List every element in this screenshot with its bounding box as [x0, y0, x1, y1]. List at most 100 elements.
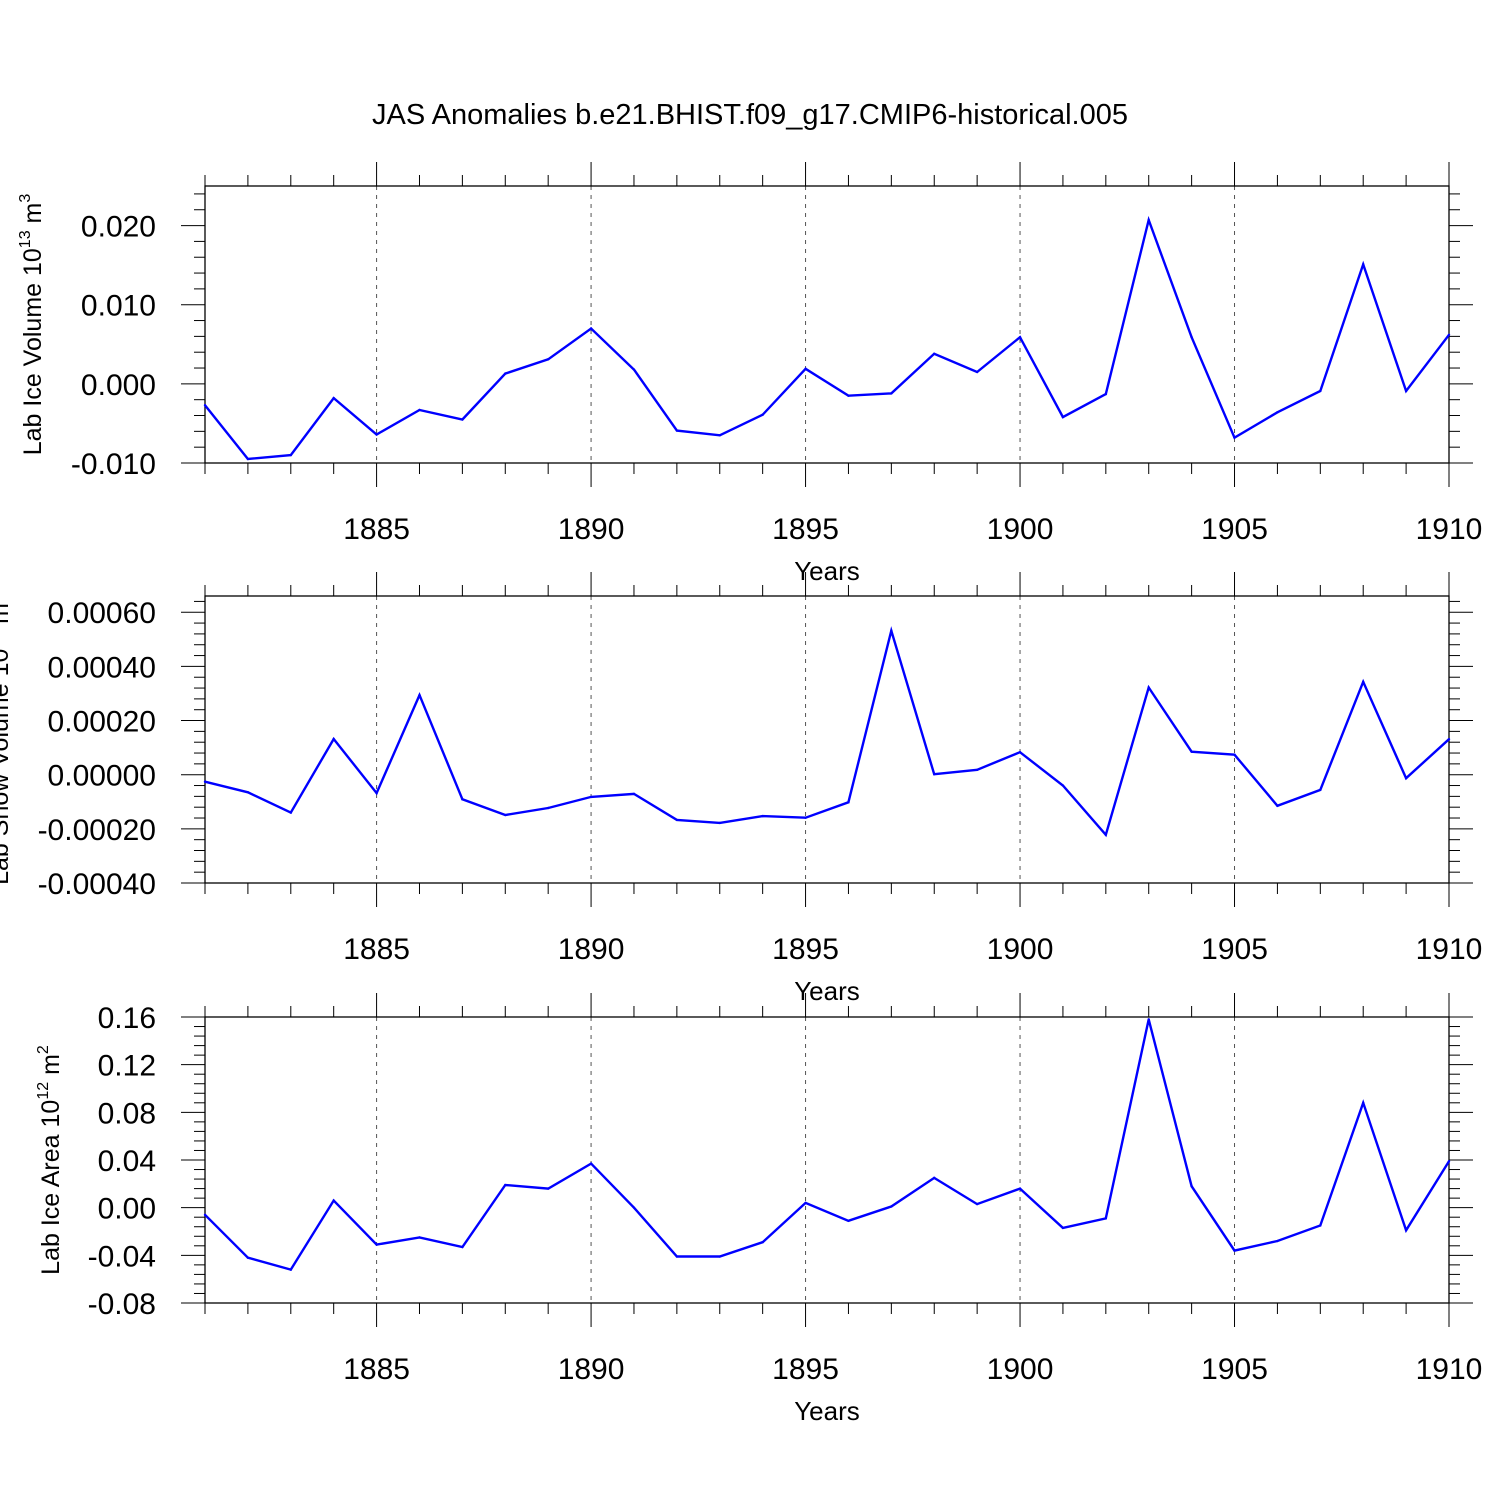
y-tick-label: -0.00040 — [38, 868, 156, 901]
y-axis-label-exponent: 13 — [0, 631, 1, 649]
y-tick-label: 0.00000 — [48, 760, 156, 793]
x-tick-label: 1905 — [1201, 513, 1268, 546]
y-axis-label-exponent: 13 — [17, 230, 34, 248]
series-line — [204, 215, 1450, 461]
data-point-1892 — [675, 818, 679, 822]
x-tick-label: 1895 — [772, 1353, 839, 1386]
data-point-1888 — [504, 813, 507, 817]
panel-3: -0.08 -0.04 0.00 0.04 0.08 0.12 0.16 1885 1890 18… — [35, 993, 1482, 1426]
y-tick-label: -0.00020 — [38, 814, 156, 847]
data-point-1889 — [546, 1187, 550, 1190]
chart-title: JAS Anomalies b.e21.BHIST.f09_g17.CMIP6-… — [372, 99, 1128, 131]
data-point-1908 — [1362, 1101, 1365, 1105]
data-point-1901 — [1061, 1226, 1065, 1230]
y-axis-label-unit: m — [19, 203, 47, 231]
data-point-1890 — [589, 327, 593, 330]
data-point-1882 — [246, 457, 250, 461]
x-tick-label: 1910 — [1416, 1353, 1483, 1386]
x-tick-label: 1905 — [1201, 1353, 1268, 1386]
data-point-1904 — [1190, 335, 1193, 339]
data-point-1899 — [975, 370, 979, 374]
data-point-1910 — [1447, 1159, 1451, 1163]
data-point-1885 — [375, 791, 378, 795]
data-point-1891 — [632, 792, 636, 796]
data-point-1891 — [632, 368, 636, 371]
y-tick-label: 0.00060 — [48, 597, 156, 630]
data-point-1904 — [1190, 1185, 1193, 1188]
data-point-1896 — [847, 801, 850, 804]
data-point-1895 — [804, 816, 807, 819]
y-axis-label-unit: m — [37, 1054, 65, 1082]
data-point-1889 — [546, 358, 550, 361]
data-point-1881 — [203, 780, 207, 783]
data-point-1909 — [1404, 389, 1408, 393]
data-point-1887 — [461, 1245, 464, 1249]
data-point-1898 — [933, 352, 936, 355]
data-point-1910 — [1447, 738, 1451, 741]
y-axis-label-exponent: 12 — [35, 1082, 52, 1100]
data-point-1893 — [718, 1255, 721, 1258]
data-point-1903 — [1147, 686, 1150, 689]
data-point-1907 — [1319, 1224, 1322, 1227]
data-point-1893 — [718, 434, 721, 437]
data-point-1890 — [589, 1162, 593, 1165]
data-point-1882 — [246, 791, 250, 794]
data-point-1885 — [375, 433, 378, 436]
x-tick-label: 1900 — [987, 1353, 1054, 1386]
x-tick-label: 1895 — [772, 933, 839, 966]
y-tick-label: 0.010 — [81, 290, 156, 323]
data-point-1901 — [1061, 415, 1065, 419]
y-axis-label-unit-exponent: 3 — [0, 594, 1, 603]
data-point-1894 — [761, 413, 764, 416]
x-tick-label: 1910 — [1416, 513, 1483, 546]
x-tick-label: 1885 — [343, 1353, 410, 1386]
data-point-1887 — [461, 798, 464, 801]
x-tick-label: 1885 — [343, 933, 410, 966]
data-point-1910 — [1447, 333, 1451, 336]
panel-2: -0.00040 -0.00020 0.00000 0.00020 0.00040 0.0… — [0, 572, 1482, 1006]
y-axis-label-text: Lab Ice Area 10 — [37, 1100, 65, 1275]
data-point-1884 — [332, 396, 335, 400]
x-tick-label: 1910 — [1416, 933, 1483, 966]
x-tick-label: 1885 — [343, 513, 410, 546]
data-point-1899 — [975, 768, 979, 772]
data-point-1894 — [761, 1241, 764, 1244]
data-point-1897 — [890, 1205, 893, 1208]
data-point-1898 — [933, 1176, 936, 1180]
data-point-1902 — [1104, 392, 1108, 396]
data-point-1886 — [418, 408, 421, 412]
y-tick-label: 0.020 — [81, 211, 156, 244]
series-line — [204, 626, 1450, 838]
data-point-1907 — [1319, 788, 1322, 792]
y-axis-label-unit-exponent: 3 — [17, 194, 34, 203]
data-point-1886 — [418, 693, 421, 697]
data-point-1897 — [890, 392, 893, 395]
x-axis-label: Years — [794, 1396, 860, 1426]
y-axis-label-unit: m — [0, 603, 14, 631]
y-tick-label: 0.12 — [98, 1050, 156, 1083]
data-point-1892 — [675, 1255, 679, 1258]
y-tick-label: 0.08 — [98, 1097, 156, 1130]
data-point-1895 — [804, 367, 807, 371]
data-point-1890 — [589, 795, 593, 799]
data-point-1900 — [1018, 751, 1022, 754]
plot-frame — [204, 1016, 1450, 1304]
data-point-1889 — [546, 806, 550, 810]
data-point-1906 — [1276, 804, 1279, 808]
data-point-1897 — [890, 629, 893, 632]
series-line — [204, 1019, 1451, 1271]
y-axis-label-unit-exponent: 2 — [35, 1045, 52, 1054]
data-point-1903 — [1147, 1018, 1150, 1021]
data-point-1888 — [504, 372, 507, 375]
data-point-1902 — [1104, 1217, 1108, 1220]
data-point-1884 — [332, 737, 335, 741]
data-point-1909 — [1404, 777, 1408, 780]
data-point-1882 — [246, 1256, 250, 1259]
data-point-1909 — [1404, 1229, 1408, 1232]
data-point-1885 — [375, 1243, 378, 1246]
data-point-1883 — [289, 453, 292, 457]
y-tick-label: 0.04 — [98, 1145, 156, 1178]
data-point-1906 — [1276, 411, 1279, 414]
x-tick-label: 1905 — [1201, 933, 1268, 966]
panels: -0.010 0.000 0.010 0.020 1885 1890 1895 1900 190… — [0, 162, 1482, 1426]
